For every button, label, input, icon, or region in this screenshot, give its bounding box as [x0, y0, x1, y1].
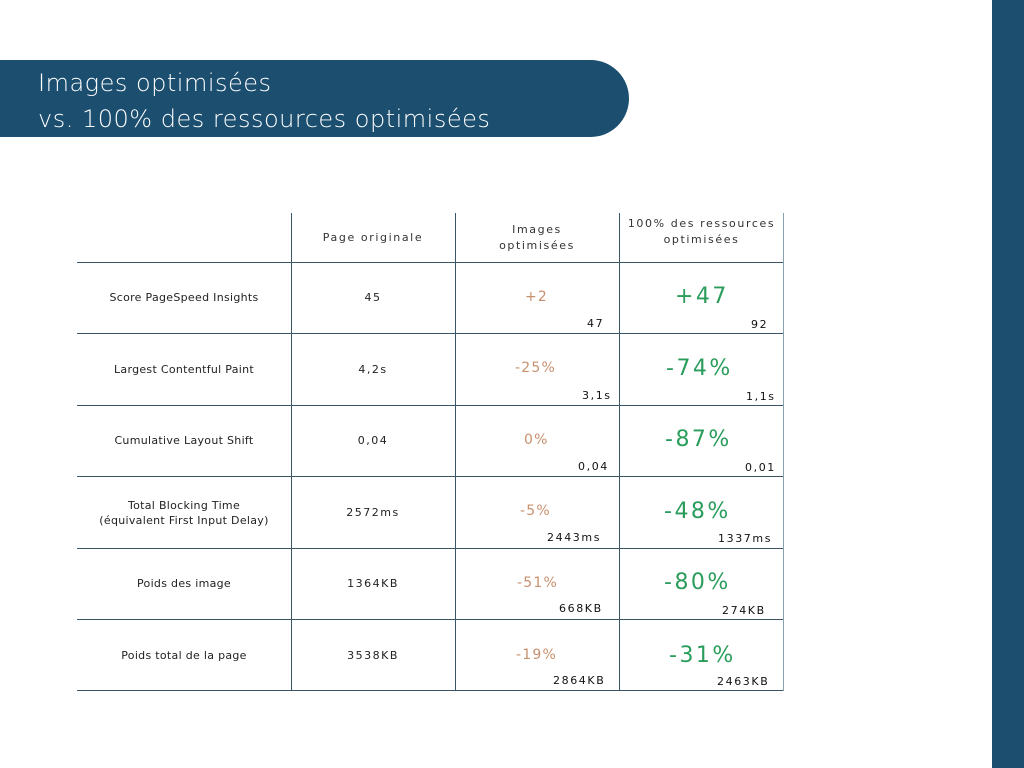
images-value: 2864KB — [553, 674, 606, 687]
images-delta: +2 — [525, 289, 549, 305]
all-value: 1337ms — [718, 532, 773, 545]
header-label: 100% des ressources optimisées — [627, 216, 776, 246]
all-delta: +47 — [675, 284, 729, 309]
original-value: 1364KB — [347, 577, 399, 591]
table-row: Score PageSpeed Insights 45 +2 47 +47 92 — [77, 262, 784, 334]
row-label: Poids total de la page — [121, 649, 247, 663]
grid-line — [783, 213, 784, 691]
all-value: 274KB — [722, 604, 766, 617]
images-delta: -25% — [515, 360, 556, 376]
all-value: 92 — [751, 318, 769, 331]
all-delta: -80% — [664, 570, 731, 595]
table-row: Largest Contentful Paint 4,2s -25% 3,1s … — [77, 334, 784, 406]
row-label: Cumulative Layout Shift — [114, 434, 254, 448]
original-value: 0,04 — [357, 434, 389, 448]
all-delta: -31% — [669, 643, 736, 668]
row-label: Largest Contentful Paint — [113, 363, 255, 377]
table-row: Poids des image 1364KB -51% 668KB -80% 2… — [77, 548, 784, 620]
grid-line — [291, 213, 292, 691]
grid-line — [77, 333, 784, 334]
grid-line — [77, 548, 784, 549]
row-label-line-1: Total Blocking Time — [127, 498, 241, 512]
header-label: Page originale — [322, 230, 424, 244]
grid-line — [77, 405, 784, 406]
grid-line — [77, 619, 784, 620]
all-delta: -74% — [666, 356, 733, 381]
original-value: 2572ms — [346, 506, 400, 520]
side-accent-bar — [992, 0, 1024, 768]
images-value: 0,04 — [578, 460, 609, 473]
header-images-optimisees: Images optimisées — [455, 213, 619, 262]
all-value: 2463KB — [717, 675, 770, 688]
grid-line — [455, 213, 456, 691]
row-label: Poids des image — [137, 577, 231, 591]
title-banner: Images optimisées vs. 100% des ressource… — [0, 60, 629, 137]
grid-line — [77, 476, 784, 477]
images-delta: -5% — [520, 503, 551, 519]
row-label: Score PageSpeed Insights — [109, 291, 259, 305]
images-value: 47 — [587, 317, 605, 330]
table-row: Poids total de la page 3538KB -19% 2864K… — [77, 620, 784, 692]
title-line-2: vs. 100% des ressources optimisées — [38, 105, 491, 133]
images-delta: 0% — [524, 432, 549, 448]
images-delta: -19% — [516, 647, 557, 663]
original-value: 3538KB — [347, 649, 399, 663]
all-value: 0,01 — [745, 461, 776, 474]
original-value: 45 — [364, 291, 382, 305]
table-row: Total Blocking Time (équivalent First In… — [77, 477, 784, 549]
grid-line — [619, 213, 620, 691]
header-all-optimised: 100% des ressources optimisées — [619, 207, 784, 256]
row-label: Total Blocking Time (équivalent First In… — [77, 477, 291, 549]
images-value: 3,1s — [582, 389, 612, 402]
title-line-1: Images optimisées — [38, 69, 272, 97]
original-value: 4,2s — [358, 363, 388, 377]
comparison-table: Page originale Images optimisées 100% de… — [77, 213, 784, 691]
images-delta: -51% — [517, 575, 558, 591]
header-label: Images optimisées — [499, 222, 575, 252]
grid-line — [77, 262, 784, 263]
table-row: Cumulative Layout Shift 0,04 0% 0,04 -87… — [77, 405, 784, 477]
all-delta: -87% — [665, 427, 732, 452]
header-page-originale: Page originale — [291, 213, 455, 262]
all-value: 1,1s — [746, 390, 776, 403]
grid-line — [77, 690, 784, 691]
images-value: 2443ms — [547, 531, 602, 544]
images-value: 668KB — [559, 602, 603, 615]
row-label-line-2: (équivalent First Input Delay) — [99, 513, 269, 527]
all-delta: -48% — [664, 499, 731, 524]
